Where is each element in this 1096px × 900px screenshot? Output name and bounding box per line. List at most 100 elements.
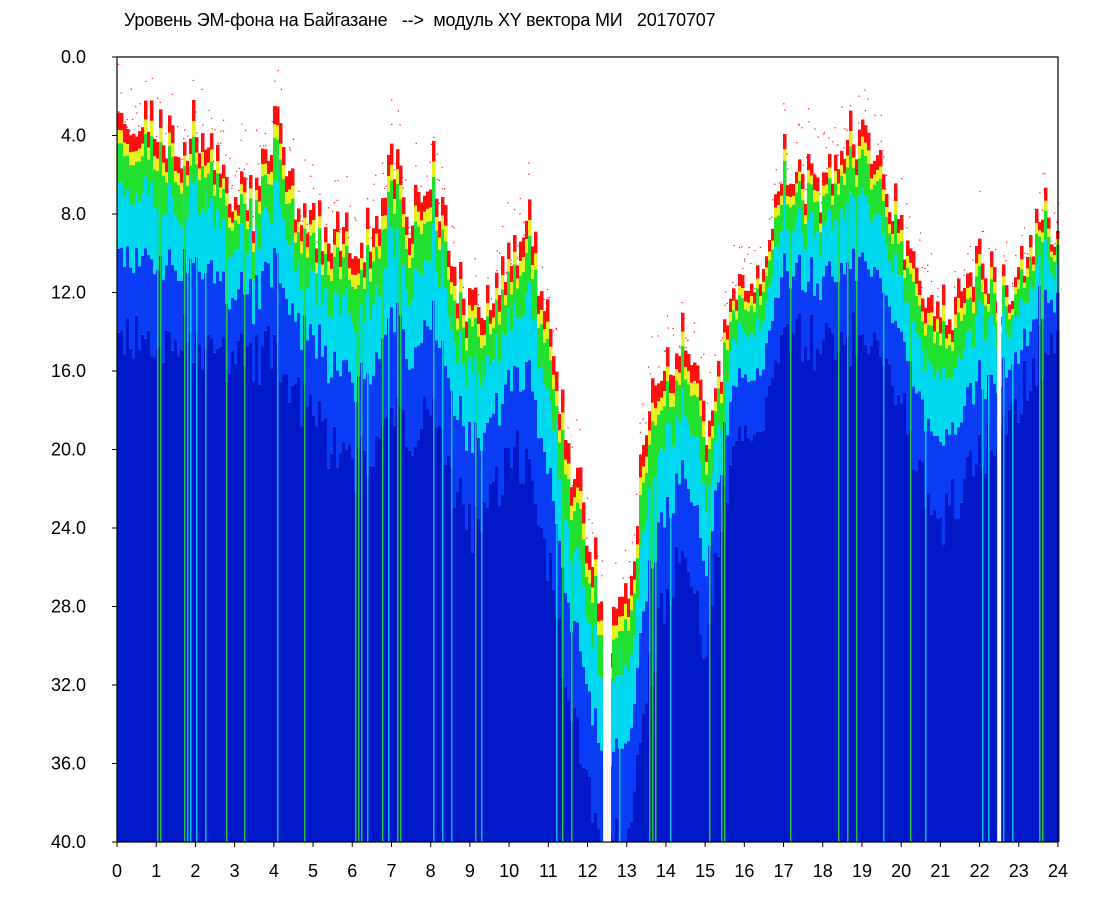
- heatmap-cell: [192, 262, 196, 363]
- heatmap-cell: [936, 518, 940, 842]
- heatmap-speck: [220, 130, 222, 132]
- heatmap-speck: [238, 167, 240, 169]
- heatmap-speck: [988, 247, 990, 250]
- heatmap-column: [159, 101, 163, 843]
- heatmap-cell: [774, 194, 778, 208]
- heatmap-cell: [840, 331, 844, 842]
- heatmap-streak: [451, 306, 453, 842]
- heatmap-cell: [285, 203, 289, 240]
- heatmap-column: [1017, 267, 1021, 842]
- heatmap-cell: [414, 268, 418, 348]
- heatmap-cell: [837, 183, 841, 195]
- heatmap-cell: [798, 254, 802, 314]
- heatmap-cell: [456, 329, 460, 364]
- heatmap-cell: [414, 347, 418, 447]
- heatmap-column: [432, 136, 436, 842]
- heatmap-cell: [288, 314, 292, 403]
- heatmap-cell: [213, 195, 217, 229]
- heatmap-speck: [433, 136, 435, 139]
- heatmap-column: [327, 207, 331, 842]
- heatmap-cell: [135, 150, 139, 162]
- heatmap-cell: [180, 349, 184, 842]
- heatmap-cell: [282, 147, 286, 166]
- heatmap-column: [213, 129, 217, 842]
- heatmap-column: [654, 385, 658, 842]
- heatmap-column: [525, 220, 529, 842]
- heatmap-cell: [489, 417, 493, 484]
- heatmap-cell: [198, 271, 202, 345]
- heatmap-cell: [948, 378, 952, 435]
- heatmap-cell: [624, 603, 628, 620]
- heatmap-cell: [471, 310, 475, 327]
- heatmap-cell: [552, 430, 556, 501]
- heatmap-cell: [960, 358, 964, 423]
- heatmap-cell: [513, 446, 517, 842]
- heatmap-cell: [489, 365, 493, 418]
- heatmap-cell: [906, 302, 910, 362]
- heatmap-cell: [222, 271, 226, 338]
- heatmap-column: [636, 493, 640, 842]
- heatmap-cell: [957, 278, 961, 298]
- heatmap-cell: [282, 374, 286, 842]
- heatmap-cell: [312, 335, 316, 417]
- heatmap-cell: [1053, 312, 1057, 353]
- heatmap-cell: [741, 327, 745, 378]
- heatmap-cell: [510, 467, 514, 842]
- heatmap-streak: [184, 176, 186, 842]
- heatmap-column: [252, 215, 256, 842]
- x-tick-label: 9: [465, 861, 475, 881]
- heatmap-cell: [315, 358, 319, 427]
- heatmap-column: [771, 199, 775, 842]
- heatmap-cell: [861, 252, 865, 334]
- heatmap-speck: [438, 202, 440, 205]
- heatmap-cell: [621, 616, 625, 632]
- heatmap-cell: [222, 164, 226, 179]
- heatmap-speck: [814, 128, 816, 130]
- heatmap-cell: [747, 311, 751, 338]
- heatmap-cell: [816, 177, 820, 192]
- heatmap-column: [492, 303, 496, 842]
- heatmap-cell: [786, 196, 790, 205]
- heatmap-cell: [561, 389, 565, 413]
- heatmap-cell: [450, 282, 454, 295]
- heatmap-cell: [1041, 219, 1045, 233]
- heatmap-cell: [912, 281, 916, 322]
- heatmap-cell: [132, 133, 136, 152]
- heatmap-cell: [963, 287, 967, 304]
- heatmap-cell: [327, 383, 331, 469]
- x-tick-label: 17: [774, 861, 794, 881]
- heatmap-speck: [1024, 252, 1026, 254]
- heatmap-cell: [528, 458, 532, 842]
- heatmap-column: [885, 174, 889, 842]
- heatmap-cell: [465, 450, 469, 530]
- heatmap-cell: [333, 229, 337, 245]
- heatmap-speck: [709, 371, 711, 374]
- heatmap-cell: [435, 340, 439, 428]
- heatmap-cell: [444, 225, 448, 242]
- heatmap-column: [921, 267, 925, 842]
- heatmap-cell: [930, 365, 934, 432]
- heatmap-cell: [447, 267, 451, 280]
- heatmap-cell: [168, 132, 172, 146]
- heatmap-cell: [579, 467, 583, 492]
- heatmap-cell: [507, 271, 511, 309]
- heatmap-cell: [258, 309, 262, 385]
- heatmap-speck: [979, 190, 981, 192]
- heatmap-cell: [717, 360, 721, 377]
- heatmap-speck: [798, 124, 800, 126]
- heatmap-cell: [1014, 294, 1018, 317]
- heatmap-cell: [696, 365, 700, 384]
- heatmap-cell: [300, 426, 304, 842]
- heatmap-cell: [1005, 285, 1009, 298]
- heatmap-speck: [558, 411, 560, 413]
- heatmap-cell: [132, 205, 136, 274]
- heatmap-cell: [357, 273, 361, 286]
- heatmap-cell: [684, 478, 688, 558]
- heatmap-column: [564, 439, 568, 842]
- heatmap-cell: [582, 523, 586, 540]
- heatmap-column: [183, 129, 187, 843]
- heatmap-column: [630, 541, 634, 842]
- heatmap-speck: [772, 199, 774, 201]
- heatmap-cell: [219, 346, 223, 842]
- heatmap-cell: [741, 377, 745, 441]
